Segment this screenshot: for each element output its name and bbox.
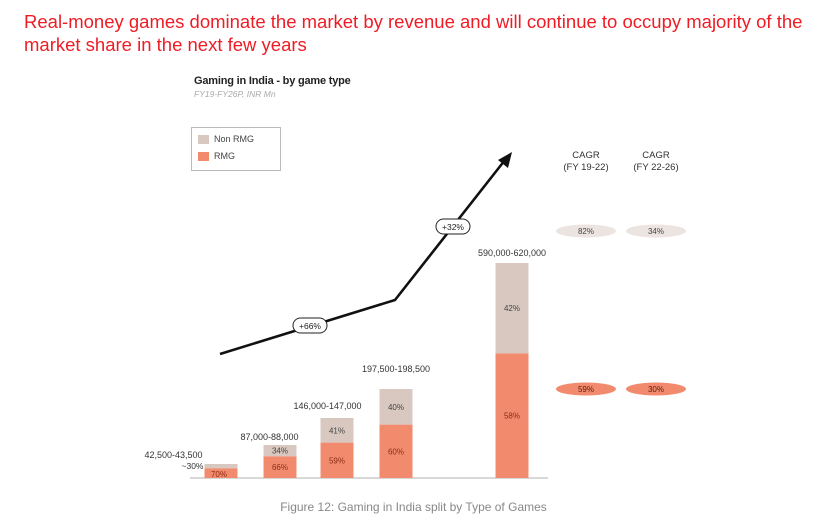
total-label: 146,000-147,000 [293, 401, 361, 411]
cagr-pill-rmg [556, 382, 616, 396]
bar-non-rmg [320, 418, 354, 443]
data-label-non-rmg: 42% [504, 304, 520, 313]
bar-non-rmg [263, 445, 297, 457]
bar-rmg [263, 456, 297, 478]
total-label: 42,500-43,500 [144, 450, 202, 460]
growth-badge [292, 317, 328, 334]
bar-non-rmg [495, 263, 529, 354]
growth-label: +66% [299, 321, 321, 331]
bar-rmg [320, 442, 354, 478]
bar-rmg [495, 353, 529, 478]
data-label-rmg: 66% [272, 463, 288, 472]
cagr-header-line2: (FY 22-26) [633, 162, 678, 173]
legend-label-rmg: RMG [214, 151, 235, 161]
cagr-pill-rmg [626, 382, 686, 396]
total-label: 197,500-198,500 [362, 364, 430, 374]
legend-item-rmg: RMG [198, 151, 235, 161]
chart-title: Gaming in India - by game type [194, 75, 351, 87]
figure-caption: Figure 12: Gaming in India split by Type… [280, 500, 547, 514]
cagr-pill-non-rmg [556, 224, 616, 238]
legend-swatch-rmg [198, 151, 209, 161]
data-label-non-rmg: 34% [272, 447, 288, 456]
legend-swatch-non-rmg [198, 134, 209, 144]
legend-label-non-rmg: Non RMG [214, 134, 255, 144]
growth-arrow-line [219, 159, 507, 356]
cagr-value-rmg: 30% [648, 385, 664, 394]
total-label: 87,000-88,000 [240, 432, 298, 442]
legend-item-non-rmg: Non RMG [198, 134, 254, 144]
growth-arrow-head [498, 152, 512, 168]
bar-non-rmg [379, 389, 413, 425]
cagr-value-non-rmg: 82% [578, 227, 594, 236]
cagr-pill-non-rmg [626, 224, 686, 238]
bar-rmg [379, 424, 413, 478]
chart-subtitle: FY19-FY26P, INR Mn [194, 89, 276, 99]
cagr-header-line2: (FY 19-22) [563, 162, 608, 173]
total-label: 590,000-620,000 [478, 248, 546, 258]
page-headline: Real-money games dominate the market by … [24, 11, 803, 55]
growth-badge [435, 218, 471, 235]
data-label-non-rmg: 41% [329, 426, 345, 435]
bar-non-rmg [204, 464, 238, 469]
chart-legend: Non RMG RMG [191, 127, 281, 171]
data-label-rmg: 58% [504, 412, 520, 421]
data-label-rmg: 59% [329, 456, 345, 465]
data-label-non-rmg: 40% [388, 403, 404, 412]
cagr-value-rmg: 59% [578, 385, 594, 394]
growth-label: +32% [442, 222, 464, 232]
cagr-header-line1: CAGR [642, 150, 670, 161]
cagr-value-non-rmg: 34% [648, 227, 664, 236]
data-label-non-rmg: ~30% [182, 461, 204, 471]
bar-rmg [204, 468, 238, 478]
data-label-rmg: 70% [211, 470, 227, 479]
data-label-rmg: 60% [388, 447, 404, 456]
cagr-header-line1: CAGR [572, 150, 600, 161]
